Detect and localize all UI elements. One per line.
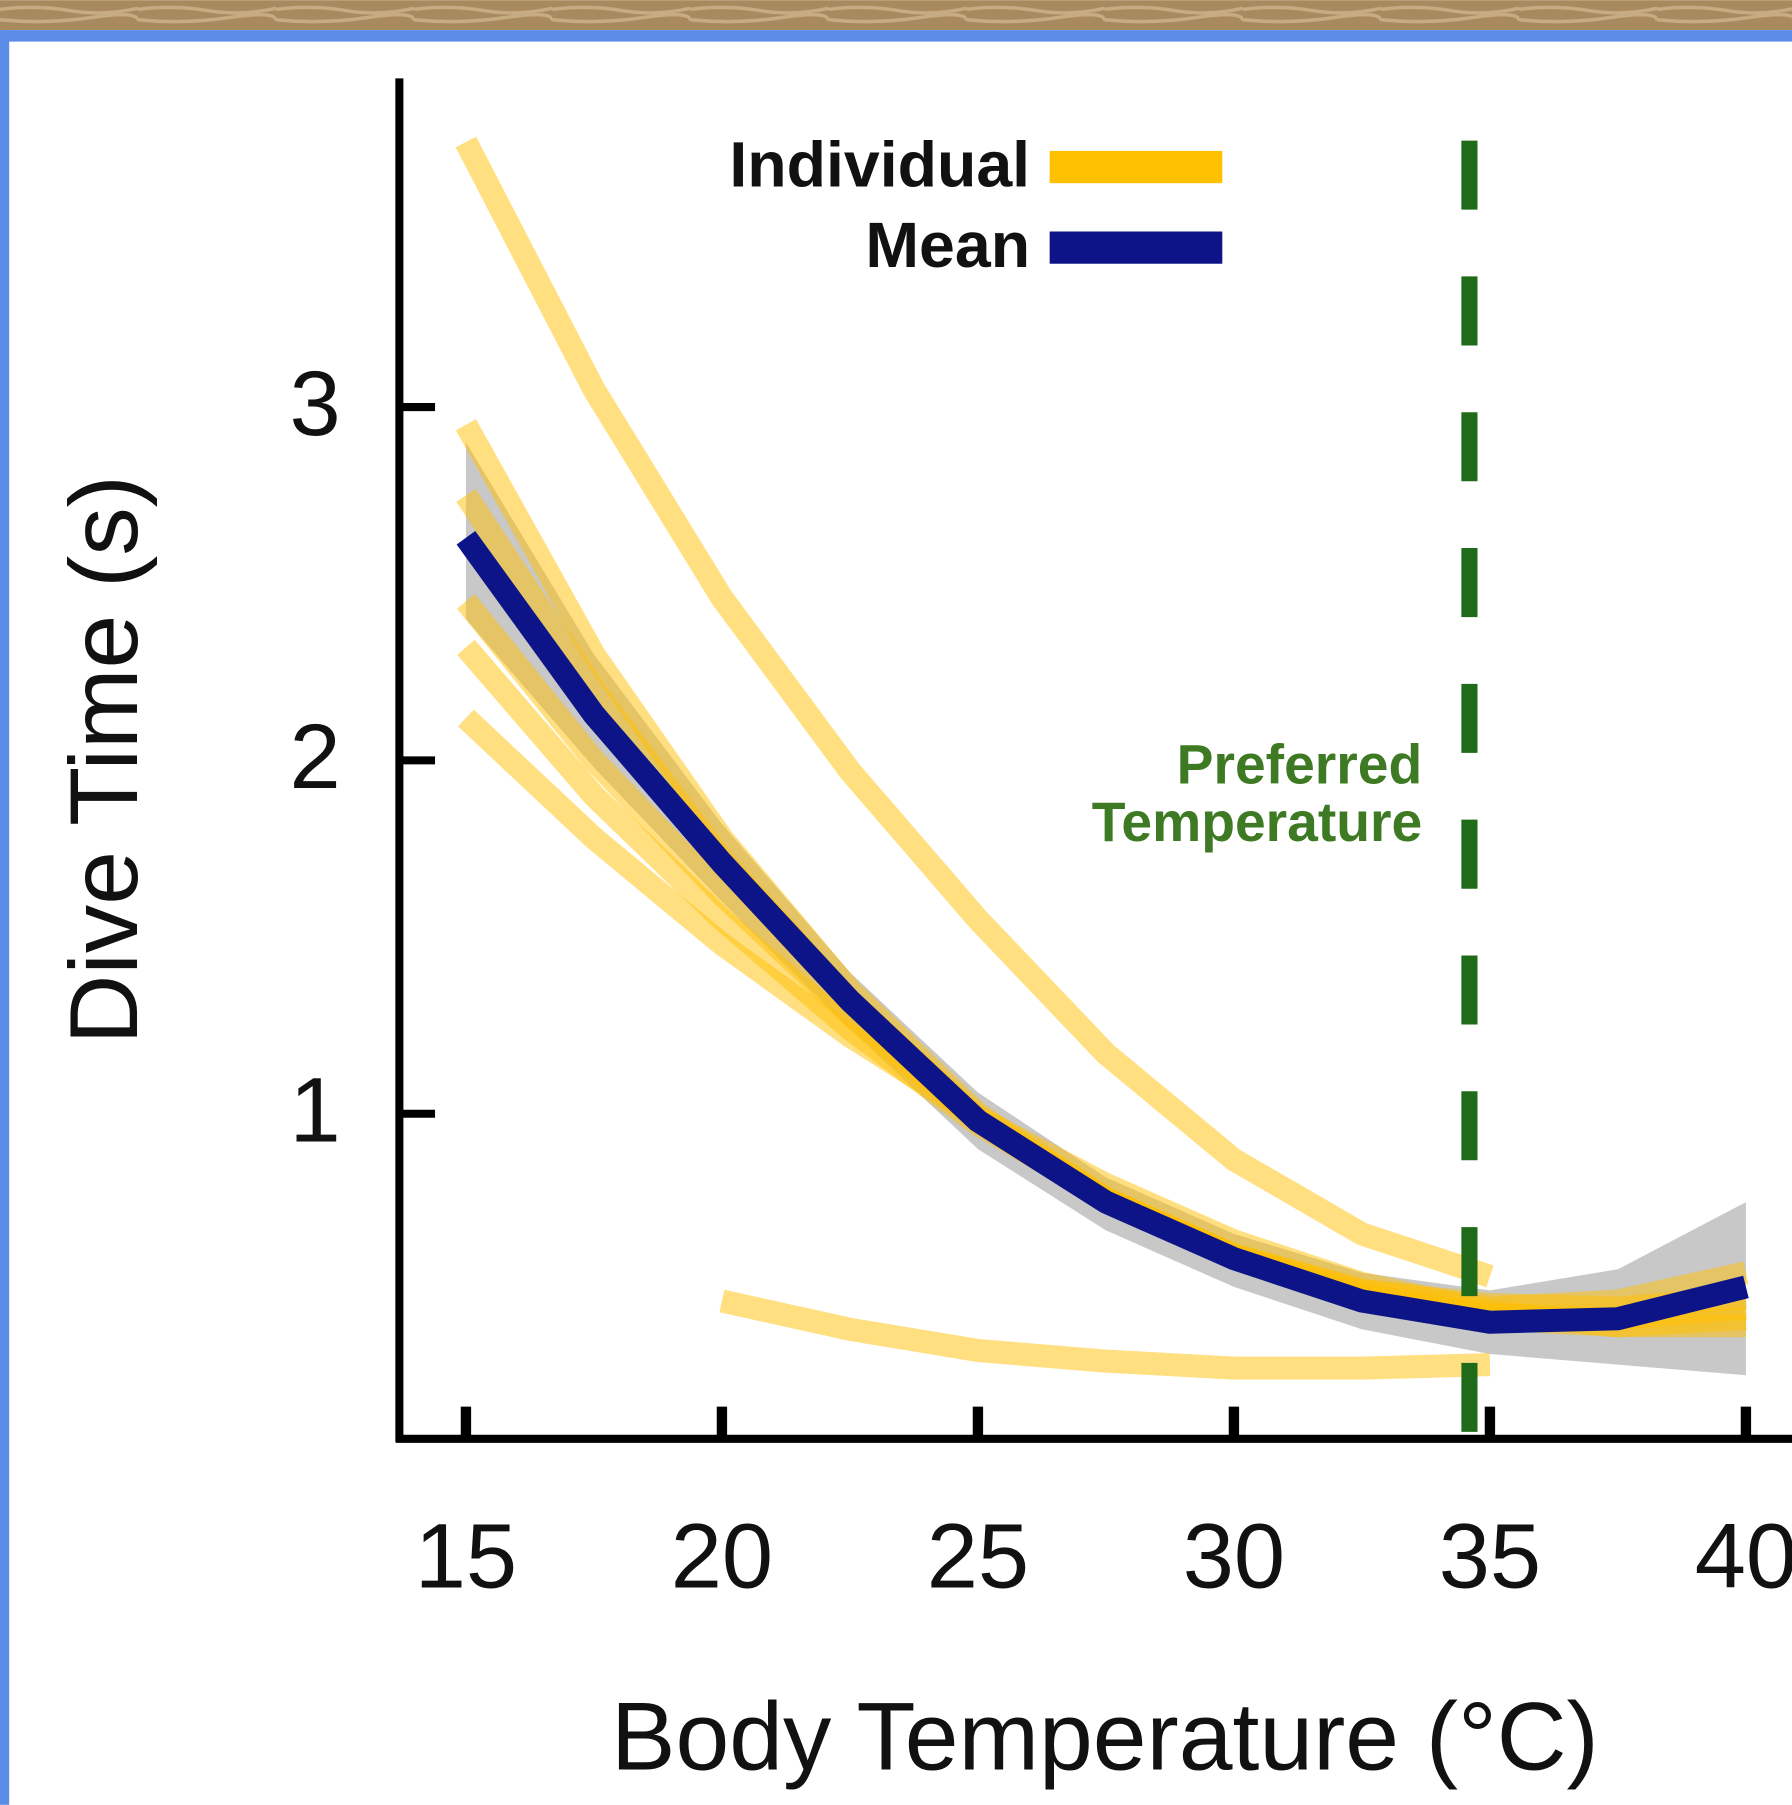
wood-strip [0, 0, 1792, 31]
mean-curve [456, 531, 1749, 1334]
individual-curve [719, 1289, 1491, 1380]
legend-swatch [1049, 231, 1223, 264]
y-tick-label: 2 [289, 705, 340, 808]
x-axis-title: Body Temperature (°C) [611, 1682, 1599, 1790]
y-tick-label: 1 [289, 1059, 340, 1162]
preferred-temperature-label: Temperature [1092, 791, 1423, 853]
x-tick-label: 20 [671, 1504, 773, 1607]
left-border [0, 30, 10, 1805]
individual-curve [455, 136, 1494, 1288]
legend-label: Mean [865, 209, 1030, 281]
x-tick-label: 25 [927, 1504, 1029, 1607]
top-border [0, 30, 1792, 42]
x-tick-label: 30 [1183, 1504, 1285, 1607]
preferred-temperature-label: Preferred [1177, 734, 1423, 796]
x-tick-label: 15 [415, 1504, 517, 1607]
y-axis-title: Dive Time (s) [50, 475, 158, 1044]
confidence-band [465, 442, 1746, 1376]
legend-label: Individual [729, 128, 1030, 200]
y-tick-label: 3 [289, 352, 340, 455]
legend-swatch [1049, 150, 1223, 184]
x-tick-label: 40 [1695, 1504, 1792, 1607]
x-tick-label: 35 [1439, 1504, 1541, 1607]
